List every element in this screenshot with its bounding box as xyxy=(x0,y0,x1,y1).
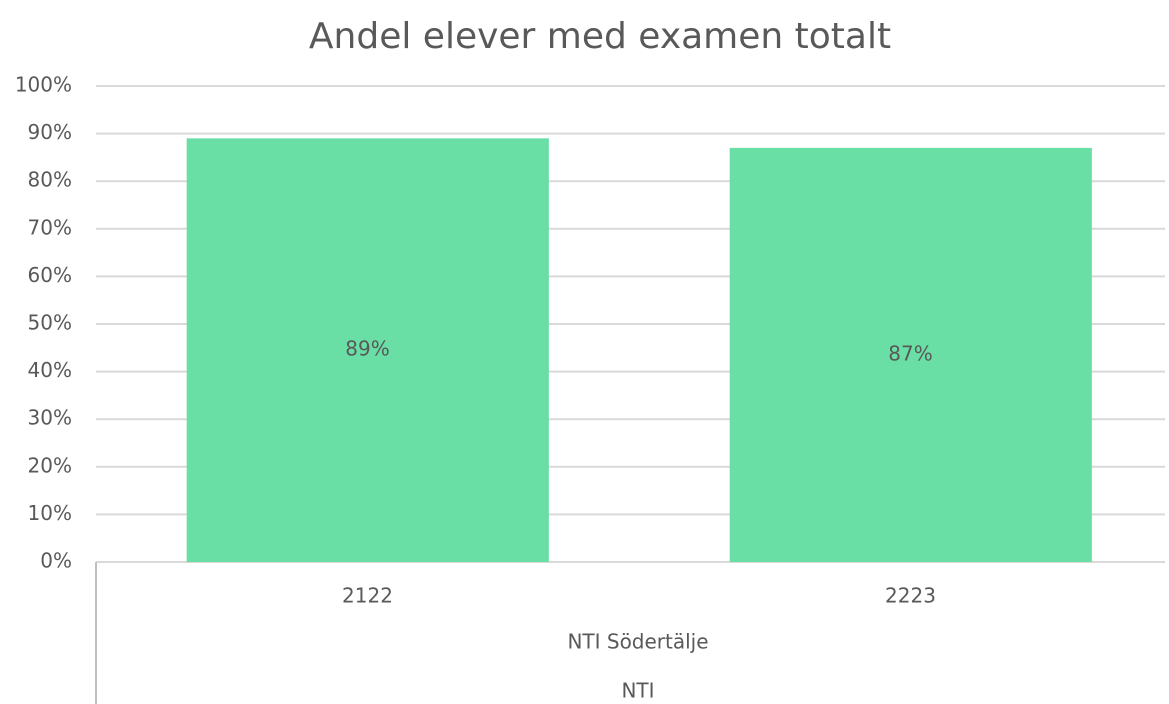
y-tick-label: 30% xyxy=(28,406,72,430)
y-tick-label: 60% xyxy=(28,263,72,287)
y-tick-label: 80% xyxy=(28,168,72,192)
y-tick-label: 40% xyxy=(28,358,72,382)
y-tick-label: 90% xyxy=(28,120,72,144)
data-label: 87% xyxy=(888,341,932,365)
bar xyxy=(186,138,549,563)
y-tick-label: 0% xyxy=(40,549,72,573)
y-tick-label: 10% xyxy=(28,501,72,525)
group-label: NTI xyxy=(621,679,654,703)
bar xyxy=(729,147,1092,562)
x-tick-label: 2223 xyxy=(885,584,936,608)
data-label: 89% xyxy=(345,337,389,361)
x-tick-label: 2122 xyxy=(342,584,393,608)
y-tick-label: 70% xyxy=(28,215,72,239)
y-tick-label: 100% xyxy=(15,73,72,97)
group-label: NTI Södertälje xyxy=(567,630,708,654)
y-tick-label: 50% xyxy=(28,311,72,335)
y-tick-label: 20% xyxy=(28,453,72,477)
chart-title: Andel elever med examen totalt xyxy=(309,16,891,57)
